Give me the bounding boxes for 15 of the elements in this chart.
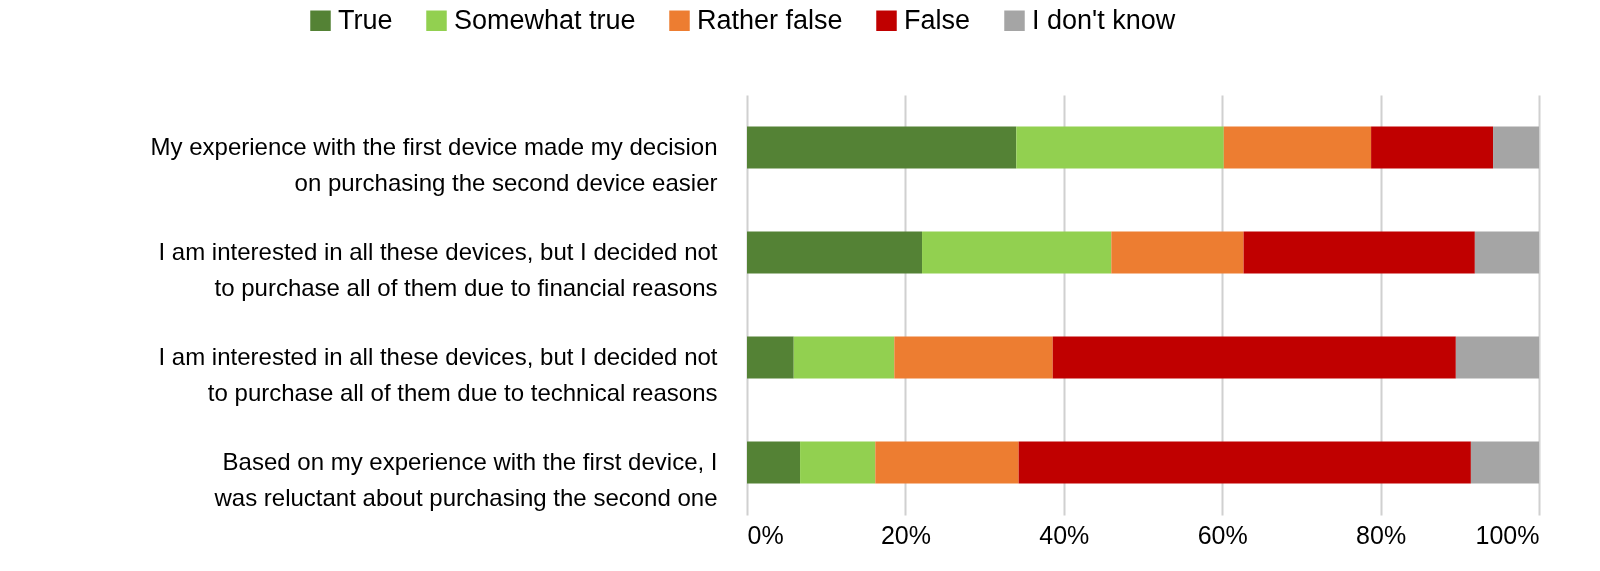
y-tick-label: I am interested in all these devices, but I decided not to purchase all of them due to technical reasons xyxy=(158,342,718,406)
x-tick-label: 80% xyxy=(1356,520,1407,549)
legend-label: Somewhat true xyxy=(454,4,636,35)
legend-label: Rather false xyxy=(697,4,843,35)
x-tick-label: 100% xyxy=(1475,520,1540,549)
legend-label: True xyxy=(338,4,393,35)
x-tick-label: 40% xyxy=(1039,520,1090,549)
legend-label: I don't know xyxy=(1032,4,1176,35)
x-tick-label: 60% xyxy=(1197,520,1248,549)
y-tick-label: My experience with the first device made my decision on purchasing the second device easier xyxy=(150,132,718,196)
x-tick-label: 0% xyxy=(747,520,784,549)
y-tick-label: I am interested in all these devices, but I decided not to purchase all of them due to financial reasons xyxy=(158,237,718,301)
x-tick-label: 20% xyxy=(880,520,931,549)
legend-label: False xyxy=(904,4,971,35)
y-tick-label: Based on my experience with the first device, I was reluctant about purchasing the second one xyxy=(213,447,718,511)
